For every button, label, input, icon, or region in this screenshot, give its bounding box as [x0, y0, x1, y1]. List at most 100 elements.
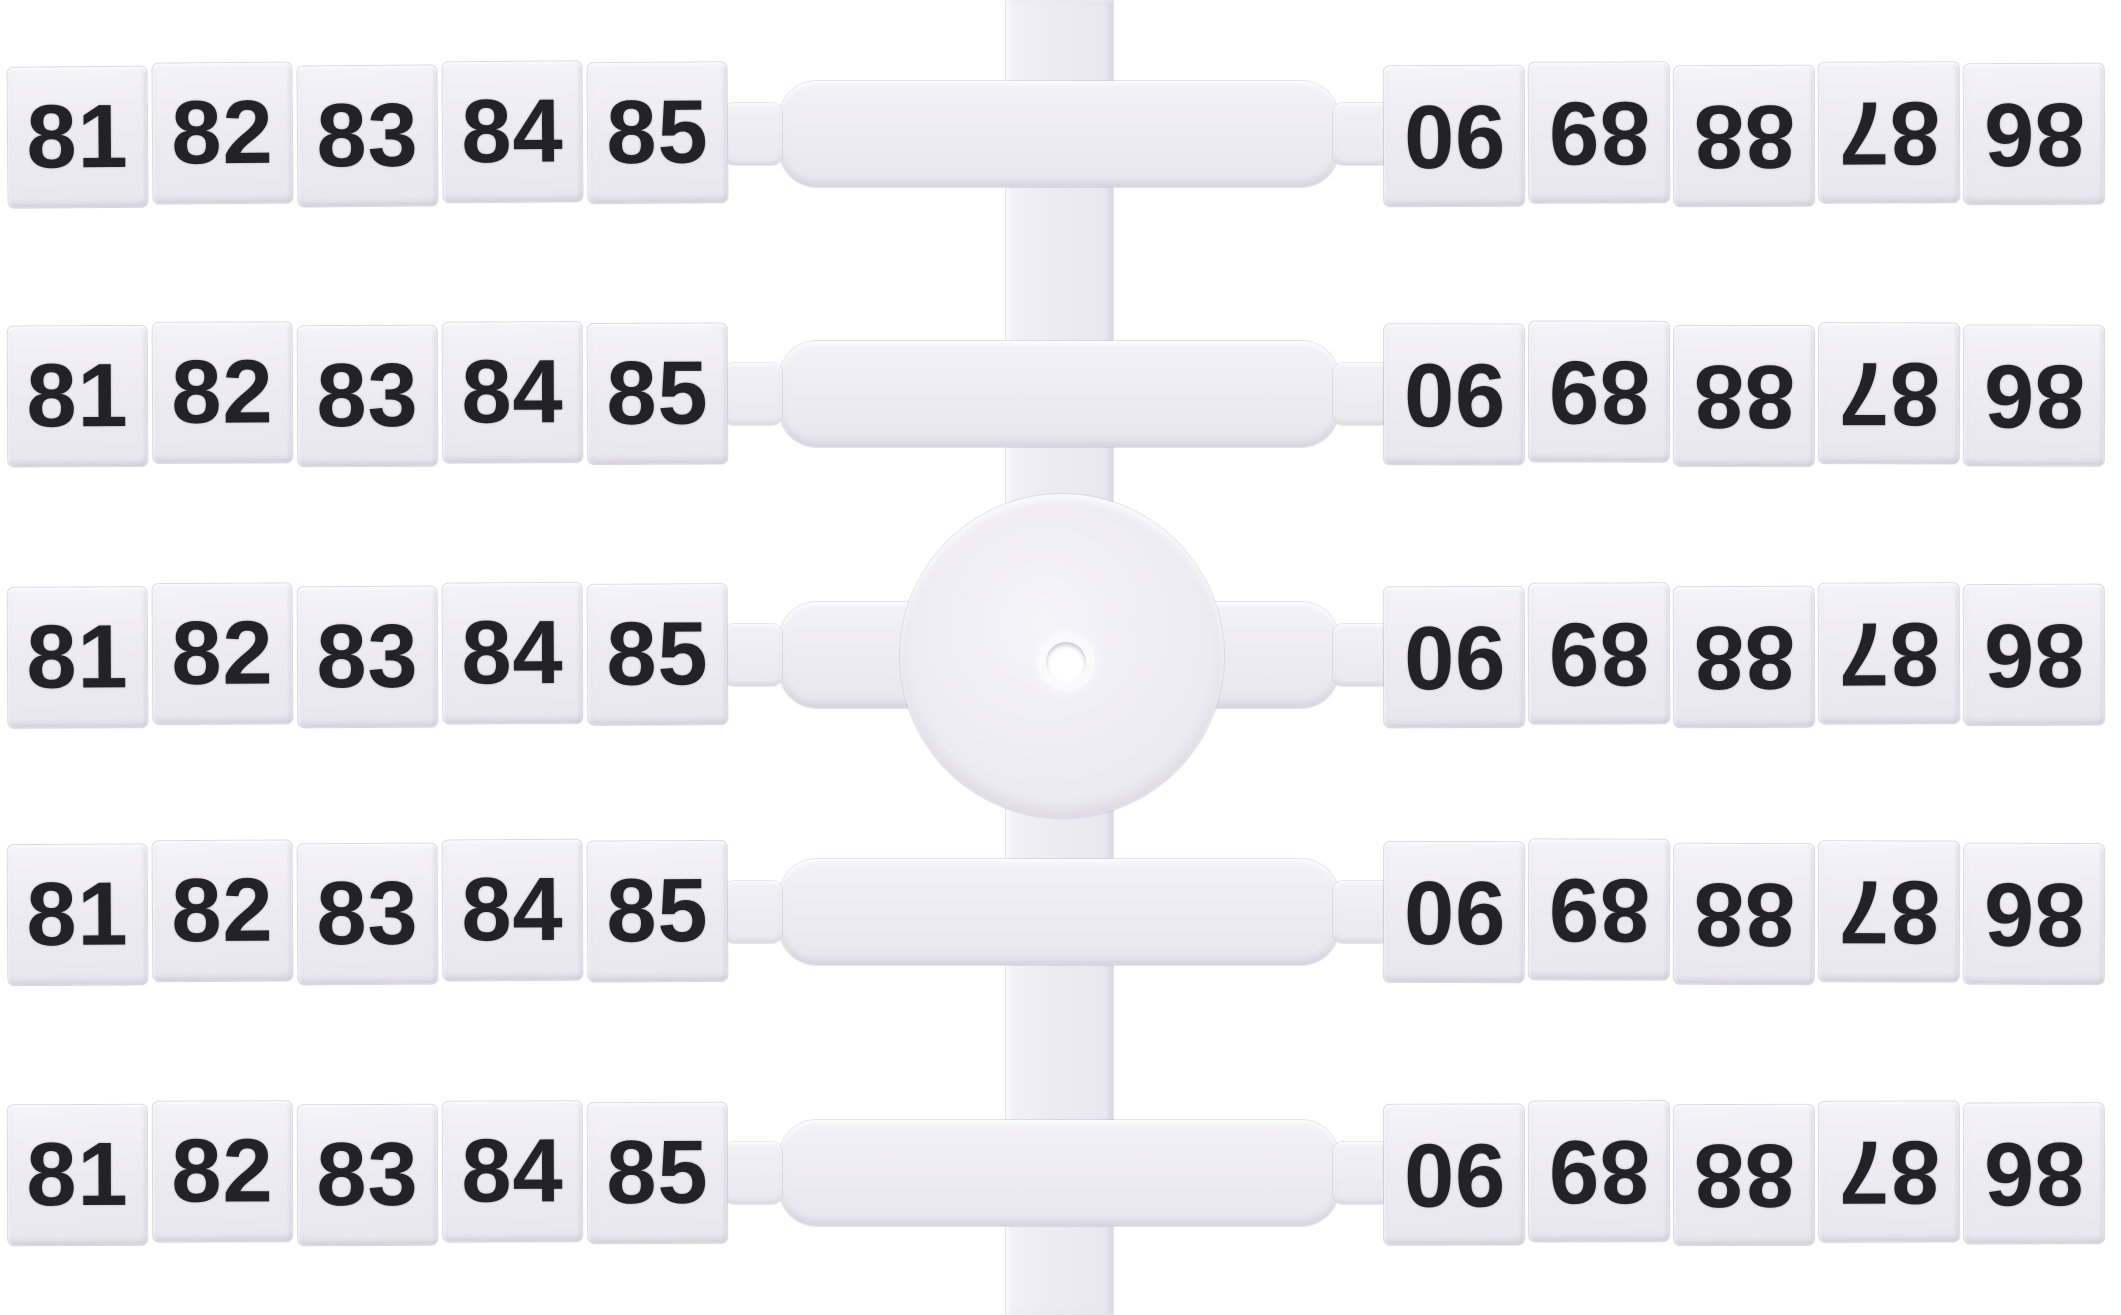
marker-tag: 90 [1383, 1104, 1525, 1245]
marker-strip-left: 81 82 83 84 85 [7, 61, 728, 208]
marker-number-upside-down: 86 [1982, 345, 2086, 446]
marker-tag: 82 [152, 1101, 293, 1242]
marker-number-upside-down: 90 [1402, 1124, 1506, 1225]
marker-number-upside-down: 87 [1837, 343, 1941, 444]
marker-number: 83 [316, 863, 419, 965]
marker-number: 81 [26, 86, 129, 188]
marker-number: 82 [171, 603, 274, 705]
marker-tag: 86 [1963, 584, 2105, 726]
marker-strip-left: 81 82 83 84 85 [7, 322, 728, 467]
marker-number-upside-down: 89 [1547, 1121, 1651, 1222]
marker-number-upside-down: 88 [1692, 85, 1796, 187]
marker-tag: 81 [7, 1104, 148, 1246]
marker-strip-right: 90 89 88 87 86 [1383, 583, 2105, 728]
marker-tag: 83 [297, 65, 438, 207]
marker-tag: 90 [1383, 841, 1525, 983]
marker-row-4: 81 82 83 84 85 90 89 88 87 86 [0, 839, 2121, 986]
sprue-gate-left [724, 363, 782, 425]
marker-tag: 88 [1673, 1104, 1815, 1246]
marker-number: 82 [171, 1121, 274, 1222]
marker-tag: 86 [1963, 63, 2105, 205]
marker-number-upside-down: 87 [1837, 861, 1941, 962]
marker-row-1: 81 82 83 84 85 90 89 88 87 86 [0, 61, 2121, 208]
marker-number: 84 [461, 602, 564, 704]
marker-number: 81 [26, 346, 129, 447]
sprue-center-hole [1046, 642, 1086, 682]
marker-number: 83 [316, 345, 419, 447]
marker-tag: 81 [7, 587, 148, 728]
sprue-gate-left [724, 103, 782, 165]
marker-number-upside-down: 86 [1982, 1123, 2086, 1224]
marker-number: 84 [461, 342, 564, 443]
sprue-gate-left [724, 881, 782, 943]
marker-row-2: 81 82 83 84 85 90 89 88 87 86 [0, 321, 2121, 467]
marker-tag: 87 [1818, 1101, 1960, 1242]
marker-number: 84 [461, 859, 564, 961]
marker-tag: 86 [1963, 1103, 2105, 1244]
marker-tag: 86 [1963, 843, 2105, 985]
marker-number: 83 [316, 1124, 419, 1226]
marker-number: 81 [26, 607, 129, 708]
marker-tag: 85 [587, 1102, 728, 1244]
marker-row-5: 81 82 83 84 85 90 89 88 87 86 [0, 1101, 2121, 1246]
marker-number-upside-down: 88 [1692, 1124, 1796, 1226]
marker-strip-left: 81 82 83 84 85 [7, 839, 728, 986]
marker-tag: 90 [1383, 586, 1525, 728]
marker-tag: 86 [1963, 325, 2105, 466]
marker-tag: 82 [152, 840, 293, 982]
marker-tag: 83 [297, 586, 438, 728]
marker-number: 82 [171, 342, 274, 443]
marker-tag: 83 [297, 843, 438, 985]
marker-tag: 89 [1528, 62, 1670, 203]
marker-number-upside-down: 89 [1547, 341, 1651, 442]
marker-number-upside-down: 90 [1402, 85, 1506, 187]
sprue-gate-right [1333, 363, 1391, 425]
marker-strip-right: 90 89 88 87 86 [1383, 839, 2105, 985]
marker-number-upside-down: 89 [1547, 603, 1651, 704]
marker-number: 81 [26, 864, 129, 966]
marker-strip-left: 81 82 83 84 85 [7, 1101, 728, 1246]
marker-tag: 81 [7, 325, 148, 467]
marker-number-upside-down: 87 [1837, 603, 1941, 704]
sprue-gate-right [1333, 881, 1391, 943]
sprue-gate-right [1333, 103, 1391, 165]
marker-tag: 88 [1673, 843, 1815, 985]
marker-tag: 82 [152, 62, 293, 204]
marker-strip-left: 81 82 83 84 85 [7, 582, 728, 728]
marker-number-upside-down: 88 [1692, 863, 1796, 965]
marker-number: 85 [606, 1122, 709, 1224]
marker-number: 82 [171, 82, 274, 184]
marker-number-upside-down: 90 [1402, 606, 1506, 708]
marker-tag: 88 [1673, 586, 1815, 728]
sprue-gate-right [1333, 624, 1391, 686]
marker-tag: 90 [1383, 324, 1525, 465]
marker-tag: 89 [1528, 583, 1670, 724]
sprue-gate-right [1333, 1142, 1391, 1204]
marker-tag: 90 [1383, 65, 1525, 207]
marker-tag: 88 [1673, 65, 1815, 207]
marker-tag: 88 [1673, 325, 1815, 467]
marker-number-upside-down: 87 [1837, 82, 1941, 183]
marker-tag: 85 [587, 62, 728, 204]
marker-tag: 83 [297, 1104, 438, 1246]
marker-number: 85 [606, 604, 709, 705]
marker-number-upside-down: 86 [1982, 863, 2086, 965]
marker-tag: 87 [1818, 62, 1960, 203]
marker-number: 81 [26, 1124, 129, 1226]
marker-tag: 85 [587, 584, 728, 725]
marker-tag: 82 [152, 583, 293, 725]
marker-number-upside-down: 86 [1982, 83, 2086, 185]
marker-tag: 84 [442, 582, 583, 724]
marker-tag: 84 [442, 322, 583, 463]
marker-strip-right: 90 89 88 87 86 [1383, 321, 2105, 467]
marker-tag: 81 [7, 844, 148, 986]
marker-tag: 89 [1528, 839, 1670, 980]
marker-number: 84 [461, 81, 564, 183]
sprue-gate-left [724, 624, 782, 686]
marker-number-upside-down: 88 [1692, 345, 1796, 447]
marker-tag: 84 [442, 1101, 583, 1242]
marker-strip-right: 90 89 88 87 86 [1383, 62, 2105, 207]
marker-number: 83 [316, 606, 419, 708]
marker-tag: 89 [1528, 1101, 1670, 1242]
marker-number: 85 [606, 343, 709, 444]
